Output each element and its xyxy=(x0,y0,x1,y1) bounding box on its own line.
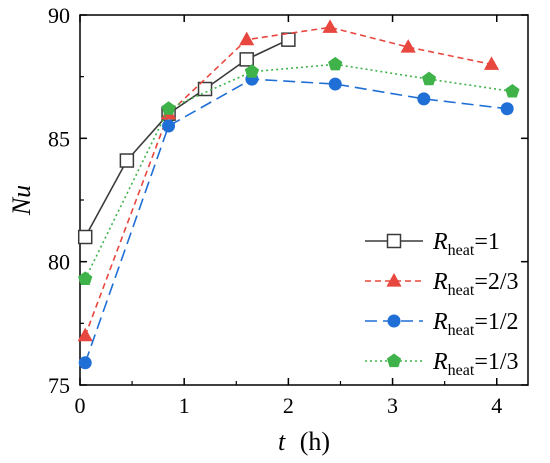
x-axis-variable: t xyxy=(278,427,286,456)
data-point xyxy=(328,56,343,71)
series-line xyxy=(84,78,508,364)
legend-entry: Rheat=2/3 xyxy=(365,269,519,299)
x-tick-label: 0 xyxy=(75,393,86,418)
legend-entry: Rheat=1/3 xyxy=(365,349,519,379)
data-point xyxy=(77,229,93,245)
data-point xyxy=(400,39,416,53)
legend-label: Rheat=2/3 xyxy=(432,269,519,299)
y-axis-title: Nu xyxy=(7,185,36,216)
data-point xyxy=(322,19,338,33)
data-point xyxy=(417,92,431,106)
series-4 xyxy=(78,56,520,285)
y-tick-label: 75 xyxy=(48,373,70,398)
legend-entry: Rheat=1/2 xyxy=(365,309,519,339)
data-point xyxy=(77,327,93,342)
x-tick-label: 3 xyxy=(387,393,398,418)
legend-marker xyxy=(386,353,402,368)
y-tick-label: 85 xyxy=(48,126,70,151)
data-point xyxy=(505,83,520,98)
legend: Rheat=1 Rheat=2/3 Rheat=1/2 Rheat=1/3 xyxy=(365,229,519,379)
x-tick-label: 2 xyxy=(283,393,294,418)
y-tick-label: 90 xyxy=(48,3,70,28)
data-point xyxy=(281,32,296,47)
data-point xyxy=(483,56,500,70)
legend-label: Rheat=1 xyxy=(432,229,500,259)
x-axis-unit: (h) xyxy=(300,427,330,456)
x-tick-label: 1 xyxy=(179,393,190,418)
y-tick-label: 80 xyxy=(48,250,70,275)
data-point xyxy=(78,356,92,370)
data-point xyxy=(244,64,260,78)
data-point xyxy=(328,77,342,91)
data-point xyxy=(239,52,254,67)
data-point xyxy=(421,71,437,86)
data-point xyxy=(78,271,93,285)
axis-titles: t (h) Nu xyxy=(7,185,330,456)
series-line xyxy=(84,26,492,336)
legend-label: Rheat=1/2 xyxy=(432,309,519,339)
data-point xyxy=(239,31,255,46)
axes: 0 1 2 3 4 75 80 85 90 xyxy=(48,3,529,418)
data-point xyxy=(119,153,135,168)
series-1 xyxy=(77,32,296,245)
legend-marker xyxy=(386,273,402,287)
legend-label: Rheat=1/3 xyxy=(432,349,519,379)
data-point xyxy=(161,101,176,115)
x-axis-title: t (h) xyxy=(278,427,330,456)
series-group xyxy=(77,19,520,370)
legend-marker xyxy=(387,314,401,328)
data-point xyxy=(500,102,514,116)
x-tick-label: 4 xyxy=(491,393,502,418)
legend-entry: Rheat=1 xyxy=(365,229,500,259)
data-point xyxy=(162,119,176,133)
legend-marker xyxy=(386,233,402,249)
